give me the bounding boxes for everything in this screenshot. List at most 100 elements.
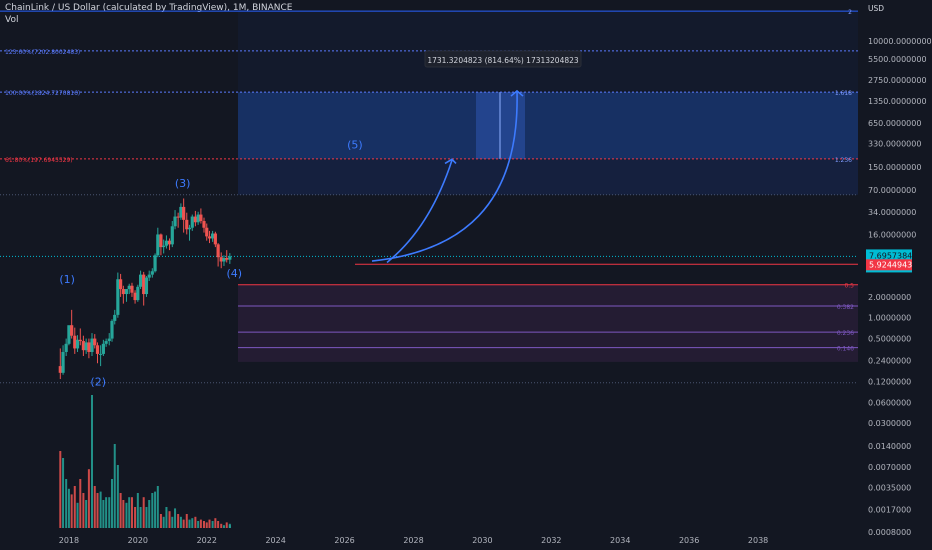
candle-body: [185, 219, 189, 230]
volume-bar: [174, 508, 177, 528]
x-tick-label: 2026: [334, 536, 354, 545]
volume-bar: [139, 507, 142, 528]
x-tick-label: 2030: [472, 536, 492, 545]
candle-body: [213, 233, 217, 245]
volume-bar: [165, 507, 168, 528]
volume-bar: [128, 497, 131, 528]
volume-bar: [65, 479, 68, 528]
candle-body: [193, 216, 197, 223]
candle-body: [84, 342, 88, 351]
fib-ratio-label: 0.5: [844, 283, 854, 290]
candle-body: [104, 341, 108, 344]
fib-ratio-label: 0.146: [837, 346, 854, 353]
x-tick-label: 2022: [197, 536, 217, 545]
fib-ratio-label: 1.236: [835, 157, 852, 164]
fib-zone-upper: [238, 92, 858, 159]
volume-bar: [151, 493, 154, 528]
candle-body: [73, 335, 77, 349]
y-tick-label: 16.0000000: [868, 230, 916, 239]
y-tick-label: 10000.0000000: [868, 37, 932, 46]
y-tick-label: 2.0000000: [868, 293, 911, 302]
candle-body: [101, 343, 105, 354]
candle-body: [121, 289, 125, 295]
volume-bar: [214, 518, 217, 528]
candle-body: [211, 233, 215, 239]
arrowhead-inner: [444, 158, 457, 165]
y-tick-label: 5500.0000000: [868, 55, 927, 64]
volume-bar: [93, 486, 96, 528]
volume-bar: [130, 497, 133, 528]
volume-bar: [228, 525, 231, 528]
volume-bar: [177, 514, 180, 528]
volume-bar: [62, 458, 65, 528]
fib-ratio-label: 2: [848, 9, 852, 16]
wave-label: (5): [347, 138, 363, 151]
y-tick-label: 0.2400000: [868, 357, 911, 366]
wave-label: (4): [227, 267, 243, 280]
y-tick-label: 2750.0000000: [868, 76, 927, 85]
volume-bar: [108, 497, 111, 528]
candle-body: [87, 342, 91, 352]
y-tick-label: 0.5000000: [868, 335, 911, 344]
volume-bar: [102, 500, 105, 528]
y-tick-label: 0.0300000: [868, 419, 911, 428]
wave-label: (2): [90, 375, 106, 388]
x-tick-label: 2020: [128, 536, 148, 545]
volume-indicator-label: Vol: [5, 15, 19, 25]
y-tick-label: 150.0000000: [868, 163, 921, 172]
candle-body: [142, 274, 146, 295]
candle-body: [190, 216, 194, 228]
candle-body: [95, 345, 100, 354]
volume-bar: [162, 516, 165, 528]
volume-bar: [122, 500, 125, 528]
candle-body: [64, 343, 68, 352]
current-price-label: 7.6957384: [869, 251, 912, 260]
y-tick-label: 0.0600000: [868, 398, 911, 407]
volume-bar: [148, 500, 151, 528]
volume-bar: [85, 500, 88, 528]
volume-bar: [168, 511, 171, 528]
volume-bar: [208, 519, 211, 528]
fib-ratio-label: 0.236: [837, 330, 854, 337]
y-tick-label: 650.0000000: [868, 119, 921, 128]
volume-bar: [79, 479, 82, 528]
volume-bar: [197, 521, 200, 528]
candle-body: [70, 325, 74, 336]
candle-body: [187, 227, 192, 230]
candle-body: [113, 314, 117, 321]
volume-bar: [159, 514, 162, 528]
candle-body: [116, 279, 120, 315]
volume-bar: [113, 444, 116, 528]
candle-body: [127, 285, 131, 290]
candle-body: [133, 292, 137, 301]
candle-body: [138, 274, 143, 287]
candle-body: [144, 277, 149, 295]
y-tick-label: 0.0035000: [868, 484, 911, 493]
volume-bar: [105, 497, 108, 528]
candle-body: [182, 206, 186, 220]
candle-body: [202, 221, 206, 228]
candle-body: [222, 258, 226, 262]
red-price-tag: [866, 259, 912, 271]
volume-bar: [156, 486, 159, 528]
volume-bar: [110, 479, 113, 528]
red-price-label: 5.9244943: [869, 260, 912, 269]
candle-body: [150, 271, 154, 275]
candle-body: [199, 214, 203, 222]
candle-body: [207, 236, 212, 239]
fib-label-upper: 61.80%(197.6945529): [5, 157, 73, 164]
x-tick-label: 2038: [748, 536, 768, 545]
volume-bar: [145, 507, 148, 528]
volume-bar: [202, 521, 205, 528]
volume-bar: [222, 525, 225, 528]
candle-body: [81, 341, 85, 351]
volume-bar: [182, 519, 185, 528]
wave-label: (3): [175, 177, 191, 190]
measure-tooltip-text: 1731.3204823 (814.64%) 17313204823: [427, 56, 579, 65]
volume-bar: [211, 521, 214, 528]
wave-label: (1): [59, 273, 75, 286]
volume-bar: [188, 519, 191, 528]
volume-bar: [185, 514, 188, 528]
candle-body: [228, 256, 232, 260]
